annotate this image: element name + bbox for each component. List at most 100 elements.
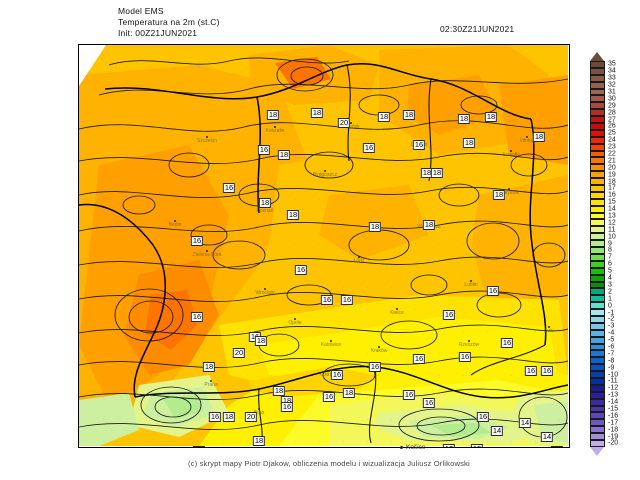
colorbar-cell: -11 <box>590 378 618 385</box>
map-city-label: Berlin <box>168 222 182 228</box>
colorbar-cell: -18 <box>590 426 618 433</box>
colorbar-tick-label: 33 <box>608 74 616 82</box>
colorbar-cell: 35 <box>590 61 616 68</box>
contour-label: 18 <box>277 150 291 160</box>
map-city-label: Koszalin <box>265 128 285 134</box>
map-city-dot <box>206 250 208 252</box>
map-city-label: Suwałki <box>502 152 520 158</box>
colorbar-tick-label: -7 <box>608 350 615 358</box>
colorbar-cell: 26 <box>590 123 616 130</box>
contour-label: 14 <box>540 432 554 442</box>
colorbar-cell: -5 <box>590 337 614 344</box>
colorbar-cell: 9 <box>590 240 612 247</box>
contour-label: 20 <box>244 412 258 422</box>
colorbar-cell: -6 <box>590 343 614 350</box>
colorbar-tick-label: -3 <box>608 322 615 330</box>
contour-label: 16 <box>402 390 416 400</box>
colorbar-tick-label: 3 <box>608 281 612 289</box>
colorbar-tick-label: -20 <box>608 439 619 447</box>
contour-label: 12 <box>442 444 456 447</box>
city-legend-label: Košice <box>406 444 426 451</box>
colorbar-cell: 11 <box>590 226 615 233</box>
contour-label: 16 <box>294 265 308 275</box>
colorbar-cell: -8 <box>590 357 614 364</box>
colorbar-tick-label: 11 <box>608 226 616 234</box>
colorbar-cell: 5 <box>590 268 612 275</box>
colorbar-cell: 19 <box>590 171 616 178</box>
city-legend: Košice <box>400 444 426 451</box>
colorbar-cell: -15 <box>590 405 618 412</box>
colorbar-cell: -3 <box>590 323 614 330</box>
contour-label: 16 <box>340 295 354 305</box>
contour-label: 16 <box>486 286 500 296</box>
colorbar-tick-label: -19 <box>608 433 619 441</box>
map-city-label: Kraków <box>370 348 388 354</box>
colorbar-tick-label: 16 <box>608 191 616 199</box>
colorbar-tick-label: 12 <box>608 219 616 227</box>
colorbar-tick-label: -14 <box>608 398 619 406</box>
map-city-dot <box>358 256 360 258</box>
colorbar-tick-label: -12 <box>608 384 619 392</box>
colorbar-cell: -7 <box>590 350 614 357</box>
contour-label: 16 <box>280 402 294 412</box>
field-title: Temperatura na 2m (st.C) <box>118 17 220 27</box>
colorbar-tick-label: 26 <box>608 122 616 130</box>
colorbar-tick-label: -8 <box>608 357 615 365</box>
map-frame[interactable]: SzczecinKoszalinGdańskOlsztynSuwałkiBiał… <box>78 44 570 448</box>
colorbar-bottom-arrow <box>590 446 604 456</box>
colorbar-cell: -4 <box>590 330 614 337</box>
contour-label: 18 <box>484 112 498 122</box>
contour-label: 16 <box>422 398 436 408</box>
contour-label: 18 <box>258 198 272 208</box>
colorbar-cell: 33 <box>590 75 616 82</box>
contour-label: 12 <box>470 444 484 447</box>
colorbar-cell: -10 <box>590 371 618 378</box>
contour-label: 16 <box>412 354 426 364</box>
map-city-dot <box>396 308 398 310</box>
map-city-label: Opole <box>288 320 302 326</box>
map-city-label: Wrocław <box>255 290 275 296</box>
colorbar-cell: 25 <box>590 130 616 137</box>
colorbar-cell: 27 <box>590 116 616 123</box>
contour-label: 16 <box>476 412 490 422</box>
colorbar-tick-label: 8 <box>608 246 612 254</box>
colorbar-cell: -13 <box>590 392 618 399</box>
colorbar-tick-label: 20 <box>608 164 616 172</box>
contour-label: 16 <box>257 145 271 155</box>
colorbar-cell: 13 <box>590 213 616 220</box>
init-time: Init: 00Z21JUN2021 <box>118 28 198 38</box>
contour-label: 18 <box>402 110 416 120</box>
colorbar-cell: -17 <box>590 419 618 426</box>
contour-label: 18 <box>252 436 266 446</box>
colorbar-tick-label: 17 <box>608 184 616 192</box>
map-city-dot <box>470 280 472 282</box>
map-city-dot <box>206 136 208 138</box>
map-city-label: Łódź <box>353 258 365 264</box>
colorbar-cell: 6 <box>590 261 612 268</box>
colorbar-cell: 22 <box>590 151 616 158</box>
map-city-label: Praha <box>204 382 218 388</box>
contour-label: 16 <box>540 366 554 376</box>
colorbar-tick-label: 23 <box>608 143 616 151</box>
contour-label: 16 <box>208 412 222 422</box>
colorbar-tick-label: 5 <box>608 267 612 275</box>
colorbar-tick-label: 34 <box>608 67 616 75</box>
colorbar-cell: 2 <box>590 288 612 295</box>
colorbar-cell: 24 <box>590 137 616 144</box>
colorbar-top-arrow <box>590 52 604 61</box>
colorbar-tick-label: 18 <box>608 178 616 186</box>
contour-label: 16 <box>524 366 538 376</box>
map-city-dot <box>210 380 212 382</box>
colorbar-tick-label: 19 <box>608 171 616 179</box>
colorbar-tick-label: 32 <box>608 81 616 89</box>
colorbar-tick-label: 29 <box>608 102 616 110</box>
map-canvas[interactable]: SzczecinKoszalinGdańskOlsztynSuwałkiBiał… <box>79 45 569 447</box>
colorbar-tick-label: -4 <box>608 329 615 337</box>
map-city-dot <box>468 340 470 342</box>
map-city-dot <box>264 288 266 290</box>
contour-label: 18 <box>310 108 324 118</box>
colorbar-cell: -19 <box>590 433 618 440</box>
colorbar-cell: -12 <box>590 385 618 392</box>
colorbar-cell: 32 <box>590 82 616 89</box>
colorbar-cell: 7 <box>590 254 612 261</box>
